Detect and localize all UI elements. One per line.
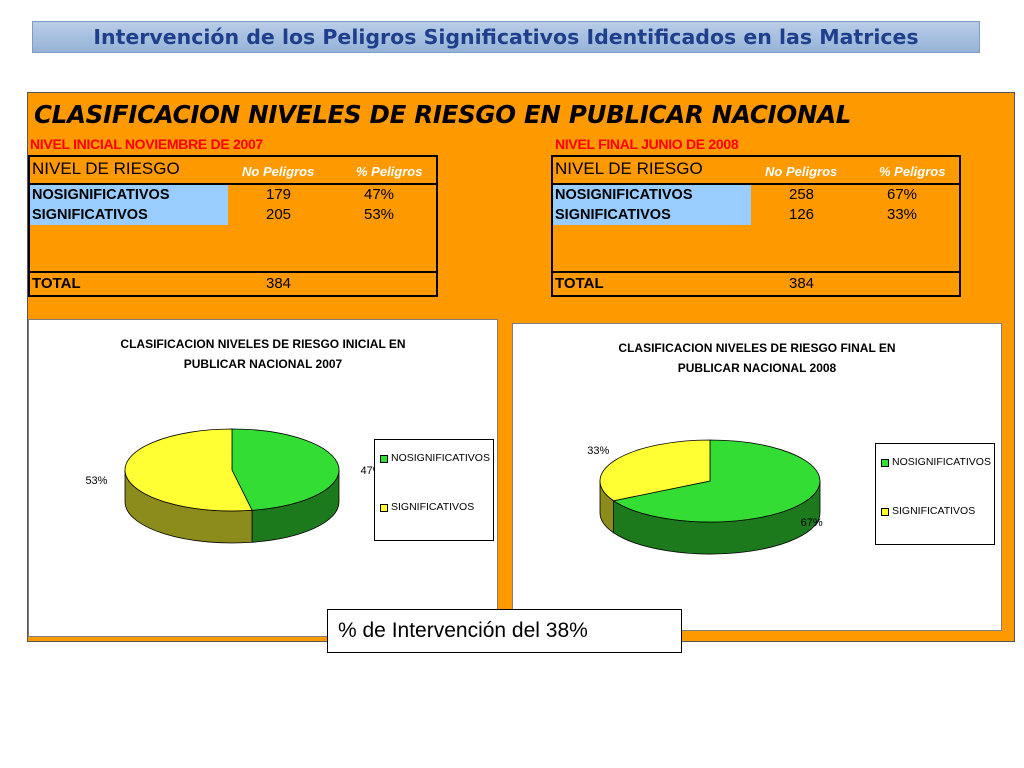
pie-slice-nosignificativos: [612, 439, 821, 523]
pie-chart-svg: 67% 33%: [587, 439, 823, 555]
row-label: SIGNIFICATIVOS: [553, 205, 751, 225]
header-percent: % Peligros: [356, 164, 423, 179]
legend-label: SIGNIFICATIVOS: [391, 501, 475, 513]
chart-title-line-1: CLASIFICACION NIVELES DE RIESGO INICIAL …: [120, 337, 406, 351]
table-row: NOSIGNIFICATIVOS 179 47%: [30, 185, 436, 205]
header-count: No Peligros: [765, 164, 838, 179]
legend-swatch-yellow: [380, 504, 388, 512]
row-percent: 47%: [364, 186, 395, 203]
total-label: TOTAL: [555, 275, 604, 292]
total-value: 384: [266, 275, 292, 292]
pie-slice-nosignificativos: [231, 428, 340, 511]
legend-swatch-yellow: [881, 508, 889, 516]
pie-slice-significativos: [124, 428, 253, 512]
legend-label: NOSIGNIFICATIVOS: [892, 456, 991, 468]
row-percent: 67%: [887, 186, 918, 203]
slide-title: Intervención de los Peligros Significati…: [32, 21, 980, 53]
row-percent: 33%: [887, 206, 918, 223]
legend-swatch-green: [380, 455, 388, 463]
row-count: 258: [789, 186, 815, 203]
initial-period-label: NIVEL INICIAL NOVIEMBRE DE 2007: [30, 136, 263, 152]
header-count: No Peligros: [242, 164, 315, 179]
legend-label: NOSIGNIFICATIVOS: [391, 452, 490, 464]
table-header: NIVEL DE RIESGO No Peligros % Peligros: [30, 157, 436, 185]
final-period-label: NIVEL FINAL JUNIO DE 2008: [555, 136, 739, 152]
chart-title-line-2: PUBLICAR NACIONAL 2007: [183, 357, 343, 371]
table-header: NIVEL DE RIESGO No Peligros % Peligros: [553, 157, 959, 185]
table-total-row: TOTAL 384: [553, 271, 959, 295]
pie-data-label: 53%: [85, 475, 107, 487]
initial-pie-chart: CLASIFICACION NIVELES DE RIESGO INICIAL …: [28, 319, 498, 637]
pie-data-label: 67%: [801, 517, 823, 529]
total-value: 384: [789, 275, 815, 292]
table-row: NOSIGNIFICATIVOS 258 67%: [553, 185, 959, 205]
row-label: SIGNIFICATIVOS: [30, 205, 228, 225]
table-row: SIGNIFICATIVOS 126 33%: [553, 205, 959, 225]
chart-legend: NOSIGNIFICATIVOS SIGNIFICATIVOS: [875, 443, 995, 545]
chart-legend: NOSIGNIFICATIVOS SIGNIFICATIVOS: [374, 439, 494, 541]
chart-title-line-1: CLASIFICACION NIVELES DE RIESGO FINAL EN: [618, 341, 896, 355]
risk-classification-sheet: CLASIFICACION NIVELES DE RIESGO EN PUBLI…: [27, 92, 1015, 642]
table-row: SIGNIFICATIVOS 205 53%: [30, 205, 436, 225]
pie-slice-significativos: [599, 439, 711, 502]
header-percent: % Peligros: [879, 164, 946, 179]
header-risk-level: NIVEL DE RIESGO: [555, 159, 703, 178]
row-label: NOSIGNIFICATIVOS: [30, 185, 228, 205]
table-total-row: TOTAL 384: [30, 271, 436, 295]
final-risk-table: NIVEL DE RIESGO No Peligros % Peligros N…: [551, 155, 961, 297]
intervention-callout: % de Intervención del 38%: [327, 609, 682, 653]
row-label: NOSIGNIFICATIVOS: [553, 185, 751, 205]
row-count: 126: [789, 206, 815, 223]
sheet-title: CLASIFICACION NIVELES DE RIESGO EN PUBLI…: [34, 100, 852, 129]
row-count: 205: [266, 206, 292, 223]
pie-data-label: 33%: [587, 445, 609, 457]
header-risk-level: NIVEL DE RIESGO: [32, 159, 180, 178]
row-count: 179: [266, 186, 292, 203]
legend-label: SIGNIFICATIVOS: [892, 505, 976, 517]
chart-title-line-2: PUBLICAR NACIONAL 2008: [677, 361, 837, 375]
initial-risk-table: NIVEL DE RIESGO No Peligros % Peligros N…: [28, 155, 438, 297]
total-label: TOTAL: [32, 275, 81, 292]
final-pie-chart: CLASIFICACION NIVELES DE RIESGO FINAL EN…: [512, 323, 1002, 631]
legend-swatch-green: [881, 459, 889, 467]
row-percent: 53%: [364, 206, 395, 223]
